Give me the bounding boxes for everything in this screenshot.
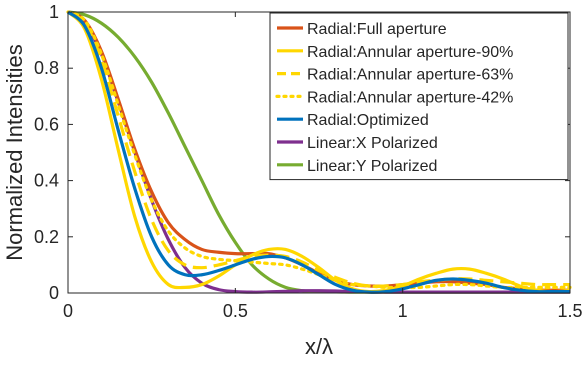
legend-label-5: Radial:Optimized [307, 112, 429, 129]
y-tick-label: 0 [49, 283, 59, 303]
y-tick-label: 1 [49, 2, 59, 22]
legend-label-2: Radial:Annular aperture-90% [307, 44, 513, 61]
x-tick-label: 0 [63, 301, 73, 321]
y-tick-label: 0.4 [34, 171, 59, 191]
x-tick-label: 1 [398, 301, 408, 321]
y-tick-label: 0.6 [34, 114, 59, 134]
y-tick-label: 0.2 [34, 227, 59, 247]
legend-label-6: Linear:X Polarized [307, 135, 438, 152]
x-axis-title: x/λ [305, 334, 333, 359]
legend-label-7: Linear:Y Polarized [307, 158, 437, 175]
y-tick-label: 0.8 [34, 58, 59, 78]
legend-label-4: Radial:Annular aperture-42% [307, 89, 513, 106]
x-tick-label: 1.5 [557, 301, 582, 321]
legend-label-1: Radial:Full aperture [307, 21, 447, 38]
legend-label-3: Radial:Annular aperture-63% [307, 67, 513, 84]
y-axis-title: Normalized Intensities [2, 44, 27, 260]
legend: Radial:Full aperture Radial:Annular apert… [270, 13, 568, 180]
x-tick-label: 0.5 [223, 301, 248, 321]
